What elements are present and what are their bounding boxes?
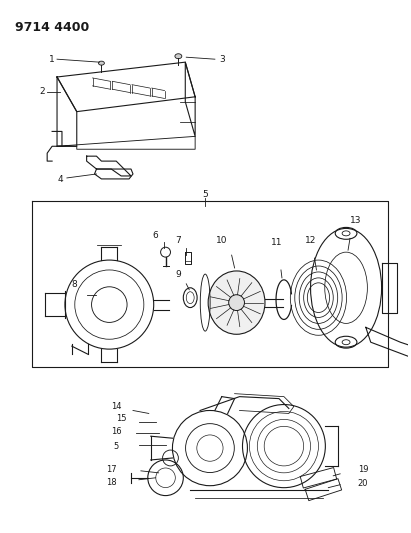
Text: 20: 20 <box>358 479 368 488</box>
Text: 13: 13 <box>350 216 362 225</box>
Text: 14: 14 <box>111 402 122 411</box>
Text: 7: 7 <box>175 236 181 245</box>
Text: 9714 4400: 9714 4400 <box>15 21 89 34</box>
Ellipse shape <box>208 271 265 334</box>
Text: 18: 18 <box>106 478 117 487</box>
Text: 17: 17 <box>106 465 117 474</box>
Text: 19: 19 <box>358 465 368 474</box>
Text: 5: 5 <box>202 190 208 199</box>
Ellipse shape <box>175 54 182 59</box>
Text: 4: 4 <box>57 175 63 184</box>
Text: 16: 16 <box>111 427 122 436</box>
Text: 8: 8 <box>71 280 77 289</box>
Text: 2: 2 <box>39 87 45 96</box>
Text: 1: 1 <box>49 55 55 63</box>
Text: 5: 5 <box>113 442 119 450</box>
Text: 9: 9 <box>175 270 181 279</box>
Text: 3: 3 <box>219 55 225 63</box>
Ellipse shape <box>99 61 104 65</box>
Text: 11: 11 <box>271 238 283 247</box>
Text: 15: 15 <box>116 414 127 423</box>
Text: 12: 12 <box>305 236 316 245</box>
Text: 6: 6 <box>153 231 159 240</box>
Text: 10: 10 <box>216 236 228 245</box>
Circle shape <box>229 295 245 311</box>
